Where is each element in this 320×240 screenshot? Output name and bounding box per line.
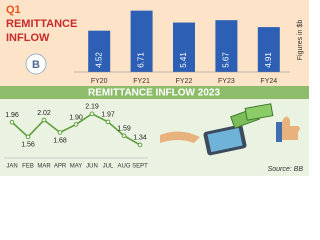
x-tick-label: FY23 [218, 78, 235, 85]
x-tick-label: FY20 [91, 78, 108, 85]
infographic: Q1 REMITTANCE INFLOW B Figures in $b REM… [0, 0, 309, 176]
point [41, 117, 47, 123]
top-panel [0, 0, 309, 90]
bar-value: 4.52 [94, 52, 103, 68]
bar-value: 6.71 [137, 52, 146, 68]
x-tick-label: SEPT [132, 164, 148, 170]
bar [88, 30, 111, 72]
x-tick-label: JUL [103, 164, 114, 170]
title-line: REMITTANCE [6, 18, 77, 30]
point [137, 142, 143, 148]
point [9, 119, 15, 125]
x-tick-label: FEB [22, 164, 34, 170]
bar-value: 4.91 [264, 52, 273, 68]
point [25, 134, 31, 140]
x-tick-label: FY21 [133, 78, 150, 85]
point [105, 119, 111, 125]
bottom-panel [0, 90, 309, 176]
point [73, 122, 79, 127]
x-tick-label: MAR [37, 164, 51, 170]
point [57, 130, 63, 135]
value-label: 1.59 [117, 126, 131, 133]
point [89, 111, 95, 117]
title-line: INFLOW [6, 32, 50, 44]
bar [215, 20, 238, 72]
x-tick-label: FY22 [176, 78, 193, 85]
value-label: 1.96 [5, 112, 19, 119]
x-tick-label: FY24 [260, 78, 277, 85]
bar-value: 5.67 [222, 52, 231, 68]
value-label: 1.97 [101, 112, 115, 119]
line-title: REMITTANCE INFLOW 2023 [88, 88, 220, 99]
value-label: 2.02 [37, 110, 51, 117]
logo [25, 53, 47, 75]
value-label: 1.34 [133, 135, 147, 142]
value-label: 1.90 [69, 114, 83, 121]
point [121, 133, 127, 139]
title-line: Q1 [6, 4, 21, 16]
value-label: 1.68 [53, 137, 67, 144]
banner [0, 86, 309, 99]
logo-letter: B [32, 59, 40, 71]
x-tick-label: AUG [117, 164, 130, 170]
value-label: 1.56 [21, 142, 35, 149]
x-tick-label: MAY [70, 164, 83, 170]
x-tick-label: JUN [86, 164, 98, 170]
bar [257, 27, 280, 72]
x-tick-label: APR [54, 164, 67, 170]
y-axis-label: Figures in $b [297, 20, 304, 61]
bar [173, 22, 195, 72]
bar-value: 5.41 [179, 52, 188, 68]
value-label: 2.19 [85, 104, 99, 111]
source: Source: BB [268, 166, 304, 173]
x-tick-label: JAN [6, 164, 17, 170]
bar [130, 10, 153, 72]
illustration [160, 103, 300, 156]
